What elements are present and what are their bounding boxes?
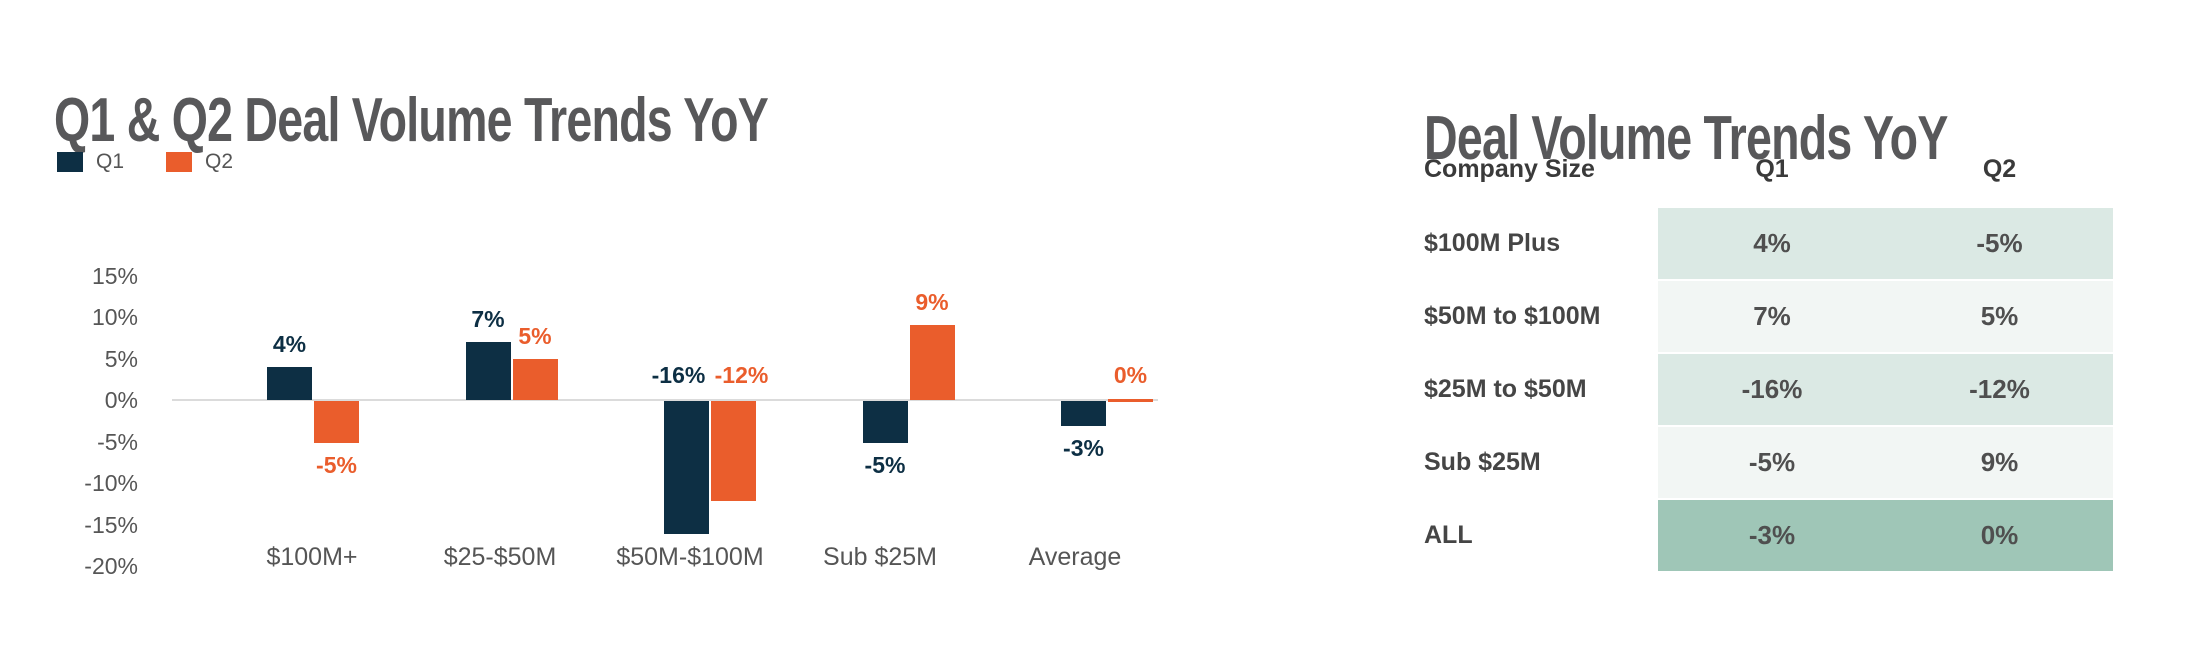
bar-value-label: 5% (518, 322, 552, 349)
category-label: $50M-$100M (616, 543, 764, 571)
chart-legend: Q1 Q2 (57, 150, 233, 174)
chart-title: Q1 & Q2 Deal Volume Trends YoY (54, 85, 769, 155)
category-label: $100M+ (266, 543, 358, 571)
bar-q1-5[interactable] (1061, 401, 1106, 426)
bar-value-label: -12% (714, 362, 769, 388)
table-cell-q1: 7% (1658, 281, 1886, 352)
table-row-label: ALL (1424, 521, 1473, 549)
table-cell-q2: -5% (1886, 208, 2113, 279)
table-cell-q2: 0% (1886, 500, 2113, 571)
table-cell-q2: -12% (1886, 354, 2113, 425)
bar-q1-4[interactable] (862, 401, 908, 443)
table-cell-q2: 5% (1886, 281, 2113, 352)
bar-value-label: -5% (864, 451, 906, 478)
bar-q1-3[interactable] (664, 401, 709, 534)
bar-value-label: -16% (651, 362, 706, 388)
bar-q2-4[interactable] (909, 325, 955, 400)
y-tick: 0% (104, 387, 138, 413)
bar-q2-2[interactable] (512, 358, 558, 400)
bar-q2-3[interactable] (711, 401, 756, 501)
table-header-company-size: Company Size (1424, 155, 1595, 183)
table-cell-q1: -16% (1658, 354, 1886, 425)
y-tick: -10% (84, 470, 138, 496)
table-row-label: $50M to $100M (1424, 302, 1601, 330)
category-label: Sub $25M (823, 543, 937, 571)
y-tick: 10% (91, 304, 138, 330)
table-cell-q2: 9% (1886, 427, 2113, 498)
bar-value-label: 0% (1113, 362, 1148, 388)
y-tick: 5% (104, 345, 138, 372)
bar-chart: 15% 10% 5% 0% -5% -10% -15% -20% 4% -5% 7% 5% -16% -… (84, 262, 1158, 579)
legend-label: Q2 (205, 150, 234, 173)
bar-q1-2[interactable] (465, 341, 511, 400)
legend-label: Q1 (96, 150, 125, 173)
table-row-label: $25M to $50M (1424, 375, 1587, 403)
bar-q2-5[interactable] (1108, 399, 1153, 402)
y-tick: -20% (84, 553, 138, 579)
bar-value-label: -5% (316, 451, 357, 478)
table-header-q1: Q1 (1755, 155, 1789, 183)
zero-axis-line (172, 399, 1158, 401)
bar-value-label: 7% (471, 305, 505, 332)
y-tick: 15% (91, 262, 138, 289)
bar-value-label: 4% (272, 330, 307, 357)
legend-item-q1[interactable]: Q1 (57, 150, 124, 174)
legend-swatch-q1-icon (57, 152, 83, 172)
table-header-q2: Q2 (1982, 155, 2017, 183)
legend-swatch-q2-icon (166, 152, 193, 172)
bar-value-label: 9% (915, 289, 949, 316)
table-row-label: Sub $25M (1424, 448, 1541, 476)
bar-q2-1[interactable] (314, 401, 359, 443)
category-label: $25-$50M (443, 543, 557, 571)
category-label: Average (1028, 543, 1122, 571)
table-row-label: $100M Plus (1424, 229, 1561, 257)
table-cell-q1: -5% (1658, 427, 1886, 498)
table-cell-q1: 4% (1658, 208, 1886, 279)
table-cell-q1: -3% (1658, 500, 1886, 571)
bar-value-label: -3% (1063, 434, 1104, 461)
bar-q1-1[interactable] (267, 366, 312, 400)
table-title: Deal Volume Trends YoY (1424, 103, 1948, 173)
legend-item-q2[interactable]: Q2 (166, 150, 233, 174)
y-tick: -15% (84, 511, 138, 538)
y-tick: -5% (97, 428, 138, 455)
